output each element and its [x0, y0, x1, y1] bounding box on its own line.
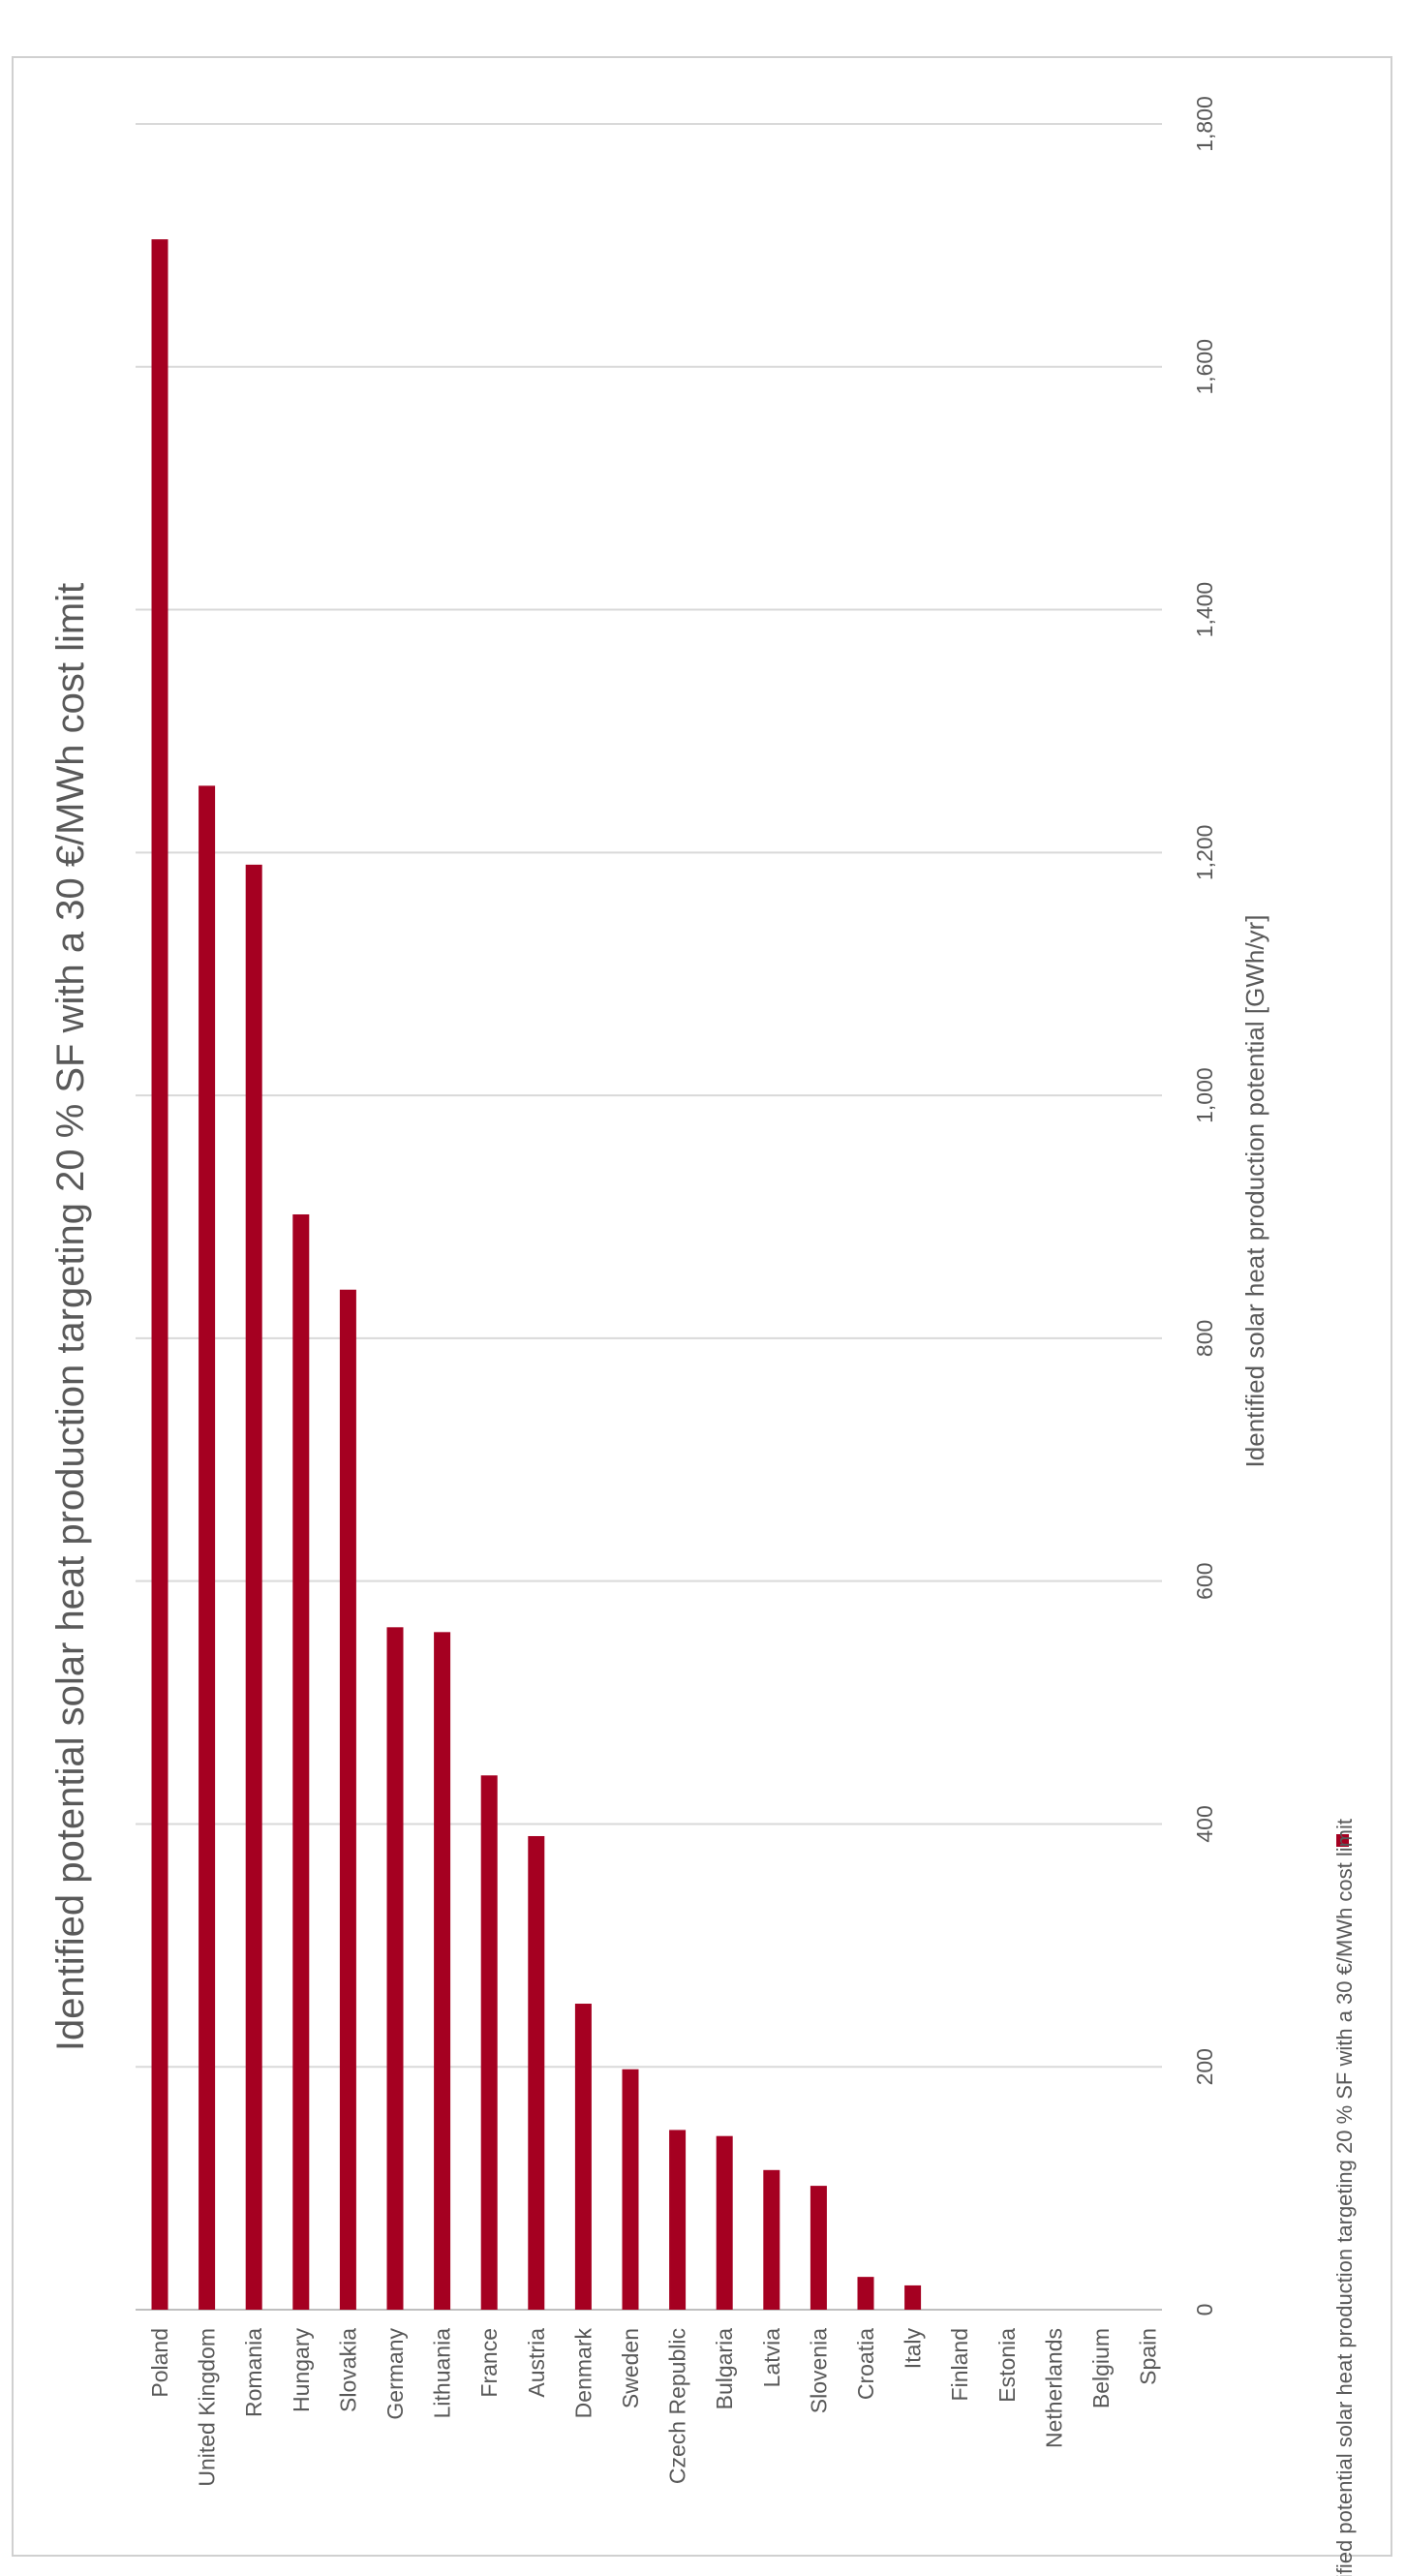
value-tick-label: 1,400	[1192, 582, 1217, 638]
category-label: Slovenia	[806, 2328, 831, 2413]
bar	[528, 1835, 545, 2310]
category-label: Poland	[147, 2328, 172, 2398]
gridlines	[136, 123, 1162, 2311]
chart-frame	[12, 56, 1392, 2557]
value-tick-label: 1,000	[1192, 1067, 1217, 1123]
legend-swatch	[1336, 1834, 1349, 1847]
category-label: Spain	[1136, 2328, 1161, 2385]
bar	[480, 1775, 498, 2310]
bar	[434, 1632, 451, 2310]
bar	[622, 2069, 639, 2310]
bar	[716, 2135, 733, 2310]
category-label: Austria	[524, 2328, 549, 2398]
bar	[857, 2277, 874, 2310]
bar	[199, 785, 216, 2311]
legend-label: Identified potential solar heat producti…	[1332, 1819, 1357, 2576]
category-label: Hungary	[289, 2328, 314, 2412]
category-label: Slovakia	[335, 2328, 360, 2412]
category-label: Estonia	[994, 2328, 1020, 2403]
value-tick-label: 1,600	[1192, 339, 1217, 395]
value-axis-ticks: 0 200 400 600 800 1,000 1,200 1,400 1,600 1,800	[1192, 96, 1217, 2315]
category-label: Bulgaria	[712, 2328, 737, 2410]
value-tick-label: 800	[1192, 1320, 1217, 1357]
category-label: Romania	[241, 2328, 266, 2417]
bar	[904, 2285, 922, 2310]
category-label: United Kingdom	[195, 2328, 220, 2487]
value-tick-label: 1,800	[1192, 96, 1217, 152]
category-labels: Poland United Kingdom Romania Hungary Slovak…	[147, 2328, 1161, 2487]
bar	[574, 2004, 592, 2310]
bars	[151, 239, 922, 2311]
value-tick-label: 0	[1192, 2304, 1217, 2316]
bar	[763, 2169, 780, 2310]
category-label: Lithuania	[430, 2328, 455, 2419]
category-label: Sweden	[618, 2328, 643, 2408]
category-label: Latvia	[759, 2328, 784, 2388]
value-tick-label: 200	[1192, 2048, 1217, 2085]
bar	[151, 239, 168, 2311]
bar	[339, 1289, 356, 2310]
category-label: Belgium	[1088, 2328, 1114, 2408]
value-tick-label: 600	[1192, 1562, 1217, 1599]
category-label: France	[476, 2328, 502, 2398]
bar	[292, 1213, 310, 2310]
category-label: Germany	[382, 2328, 408, 2420]
bar	[245, 864, 262, 2310]
category-label: Netherlands	[1041, 2328, 1066, 2448]
value-tick-label: 400	[1192, 1805, 1217, 1842]
category-label: Finland	[947, 2328, 972, 2401]
category-label: Czech Republic	[665, 2328, 690, 2484]
legend: Identified potential solar heat producti…	[1332, 1819, 1357, 2576]
value-axis-label: Identified solar heat production potenti…	[1240, 915, 1269, 1468]
category-label: Croatia	[853, 2328, 878, 2400]
value-tick-label: 1,200	[1192, 825, 1217, 881]
chart-title: Identified potential solar heat producti…	[49, 583, 92, 2051]
category-label: Denmark	[570, 2328, 596, 2419]
bar	[669, 2130, 687, 2310]
bar	[386, 1627, 404, 2310]
bar	[810, 2186, 827, 2310]
category-label: Italy	[901, 2328, 926, 2370]
